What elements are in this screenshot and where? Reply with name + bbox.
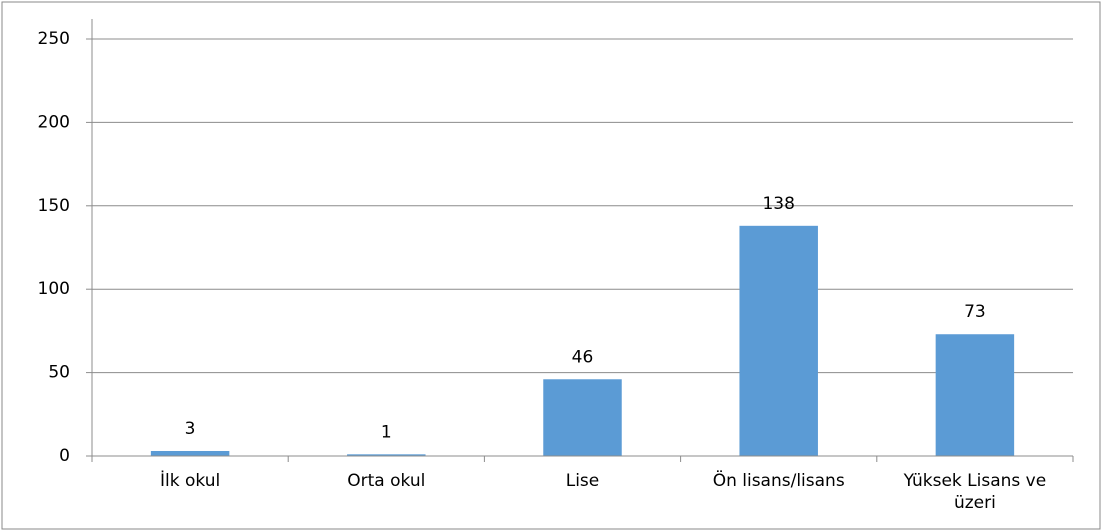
bar [935,334,1015,456]
data-label: 3 [185,419,196,439]
y-tick-label: 200 [38,112,70,132]
bar [347,454,426,456]
data-label: 46 [572,347,594,367]
data-label: 73 [964,302,986,322]
x-tick-label: Lise [565,471,600,491]
x-tick-label: Yüksek Lisans ve üzeri [903,471,1047,513]
data-label: 1 [381,422,392,442]
bar [150,450,230,456]
y-tick-label: 100 [38,279,70,299]
x-tick-label: İlk okul [159,471,221,491]
y-tick-label: 50 [48,363,70,383]
data-label: 138 [762,194,794,214]
y-tick-label: 0 [59,446,70,466]
y-tick-label: 150 [38,196,70,216]
bar [543,379,622,456]
bar [739,225,818,456]
x-tick-label: Orta okul [347,471,426,491]
x-tick-label: Ön lisans/lisans [712,471,845,491]
y-tick-label: 250 [38,29,70,49]
